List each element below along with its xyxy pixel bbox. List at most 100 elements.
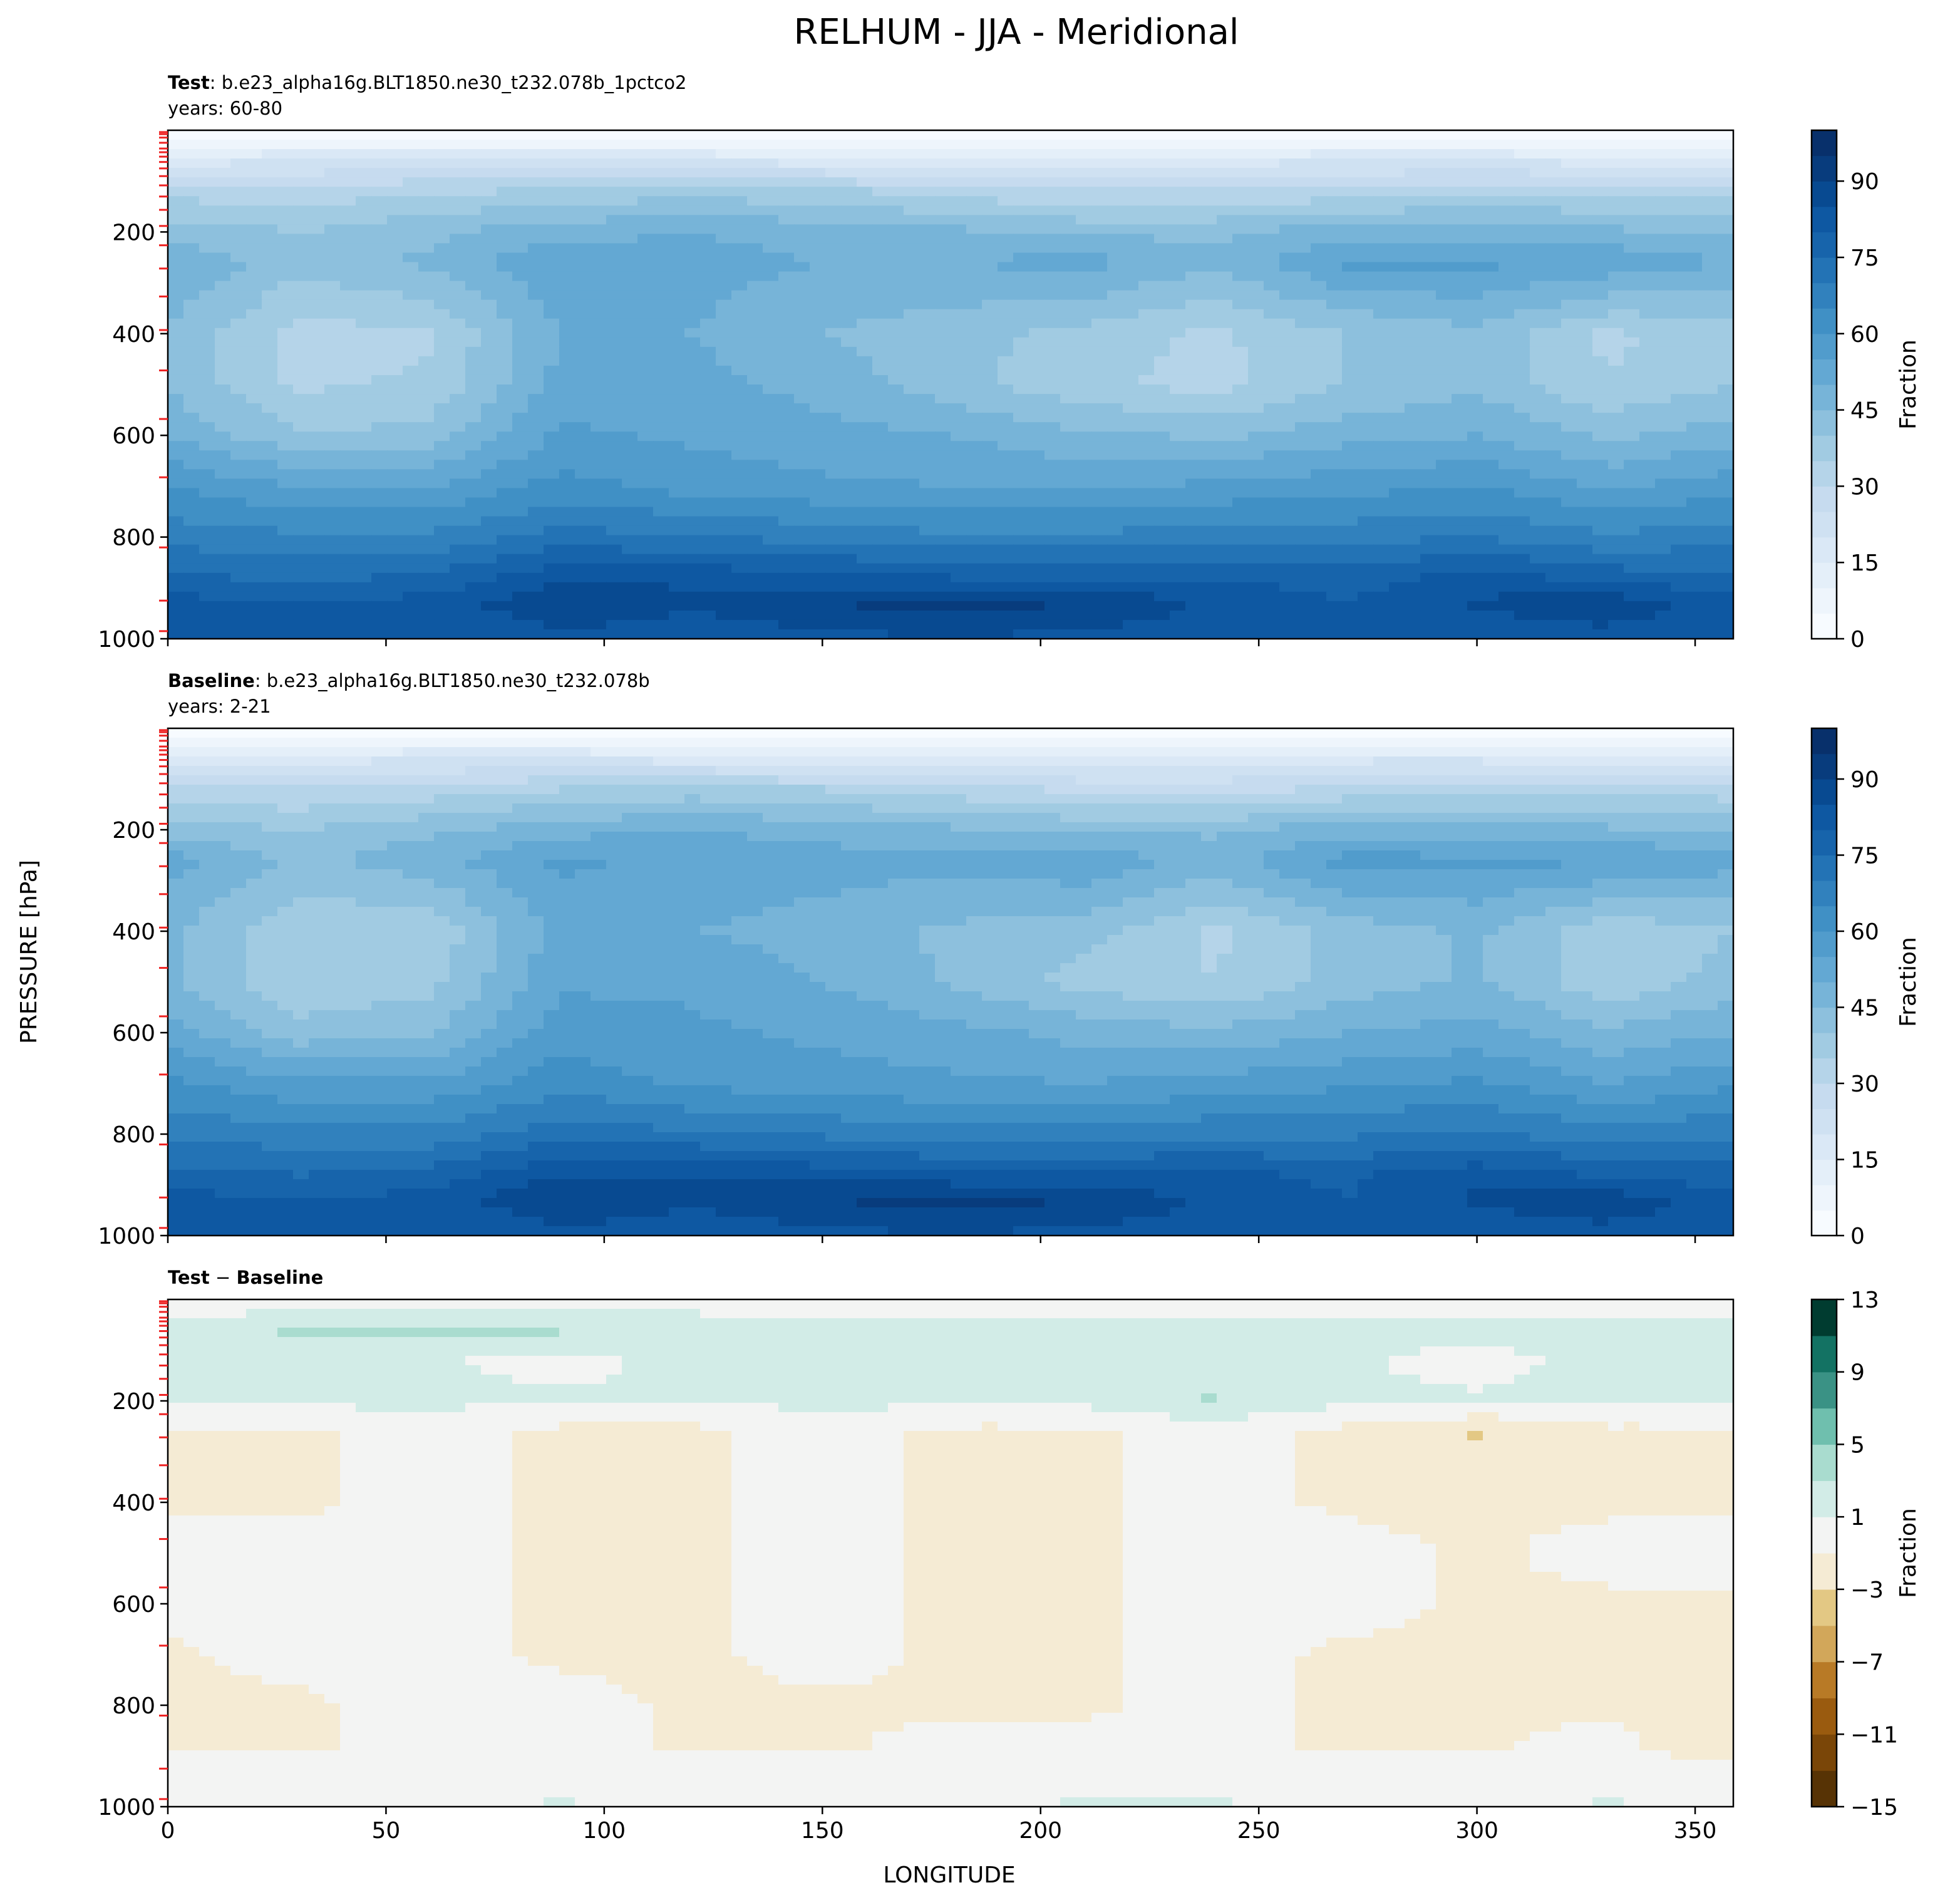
test-field-cell bbox=[1373, 403, 1390, 413]
test-field-cell bbox=[951, 158, 967, 168]
test-field-cell bbox=[1545, 262, 1562, 272]
test-field-cell bbox=[1013, 187, 1029, 197]
test-field-cell bbox=[199, 535, 215, 545]
test-field-cell bbox=[951, 356, 967, 366]
test-field-cell bbox=[1232, 187, 1249, 197]
test-field-cell bbox=[810, 281, 826, 291]
test-field-cell bbox=[1577, 469, 1593, 480]
test-field-cell bbox=[1545, 205, 1562, 216]
test-field-cell bbox=[183, 450, 200, 461]
test-field-cell bbox=[324, 243, 341, 254]
test-field-cell bbox=[1624, 346, 1640, 357]
test-field-cell bbox=[1514, 149, 1530, 159]
test-field-cell bbox=[262, 497, 278, 508]
test-field-cell bbox=[1154, 394, 1170, 404]
test-field-cell bbox=[857, 168, 873, 178]
test-field-cell bbox=[1248, 431, 1264, 442]
test-field-cell bbox=[403, 337, 419, 348]
test-field-cell bbox=[1655, 535, 1671, 545]
test-field-cell bbox=[810, 394, 826, 404]
test-field-cell bbox=[919, 422, 936, 432]
test-field-cell bbox=[778, 441, 795, 452]
test-field-cell bbox=[935, 497, 951, 508]
test-field-cell bbox=[825, 252, 842, 263]
test-field-cell bbox=[371, 394, 388, 404]
test-field-cell bbox=[1686, 290, 1703, 301]
test-field-cell bbox=[1608, 309, 1624, 319]
test-field-cell bbox=[528, 374, 544, 385]
test-field-cell bbox=[1311, 554, 1327, 564]
test-field-cell bbox=[324, 168, 341, 178]
test-field-cell bbox=[293, 346, 309, 357]
test-field-cell bbox=[700, 507, 716, 517]
test-field-cell bbox=[1545, 554, 1562, 564]
test-field-cell bbox=[418, 554, 435, 564]
test-field-cell bbox=[778, 385, 795, 395]
test-field-cell bbox=[434, 290, 450, 301]
test-field-cell bbox=[1545, 215, 1562, 225]
test-field-cell bbox=[1311, 572, 1327, 583]
test-field-cell bbox=[872, 234, 889, 244]
test-field-cell bbox=[293, 234, 309, 244]
test-field-cell bbox=[1639, 394, 1656, 404]
test-field-cell bbox=[183, 252, 200, 263]
test-field-cell bbox=[1686, 356, 1703, 366]
test-field-cell bbox=[1702, 187, 1718, 197]
test-field-cell bbox=[1185, 328, 1202, 338]
test-field-cell bbox=[1232, 450, 1249, 461]
test-field-cell bbox=[1029, 215, 1045, 225]
test-field-cell bbox=[512, 130, 529, 140]
test-field-cell bbox=[731, 196, 748, 207]
test-field-cell bbox=[919, 516, 936, 527]
test-field-cell bbox=[1624, 563, 1640, 574]
test-field-cell bbox=[1483, 497, 1499, 508]
test-field-cell bbox=[1671, 309, 1687, 319]
test-field-cell bbox=[935, 507, 951, 517]
test-field-cell bbox=[277, 158, 294, 168]
test-field-cell bbox=[1592, 337, 1609, 348]
test-field-cell bbox=[199, 488, 215, 498]
test-field-cell bbox=[857, 488, 873, 498]
test-field-cell bbox=[763, 441, 779, 452]
test-field-cell bbox=[1279, 299, 1296, 310]
test-field-cell bbox=[1624, 356, 1640, 366]
test-field-cell bbox=[1107, 413, 1123, 423]
test-field-cell bbox=[215, 196, 231, 207]
test-field-cell bbox=[1702, 385, 1718, 395]
test-field-cell bbox=[418, 196, 435, 207]
test-field-cell bbox=[418, 422, 435, 432]
test-field-cell bbox=[324, 356, 341, 366]
test-field-cell bbox=[669, 488, 685, 498]
test-field-cell bbox=[1592, 234, 1609, 244]
test-field-cell bbox=[1311, 309, 1327, 319]
test-field-cell bbox=[1091, 281, 1108, 291]
test-field-cell bbox=[684, 385, 701, 395]
test-field-cell bbox=[606, 205, 622, 216]
test-field-cell bbox=[1107, 130, 1123, 140]
test-field-cell bbox=[1686, 224, 1703, 235]
test-field-cell bbox=[215, 385, 231, 395]
test-field-cell bbox=[1138, 158, 1155, 168]
test-field-cell bbox=[716, 205, 732, 216]
test-field-cell bbox=[622, 281, 638, 291]
test-field-cell bbox=[1624, 187, 1640, 197]
test-field-cell bbox=[1498, 441, 1515, 452]
test-field-cell bbox=[778, 460, 795, 470]
test-field-cell bbox=[825, 271, 842, 282]
test-field-cell bbox=[450, 215, 466, 225]
test-field-cell bbox=[1373, 365, 1390, 376]
test-field-cell bbox=[1639, 460, 1656, 470]
test-field-cell bbox=[1389, 262, 1405, 272]
test-field-cell bbox=[825, 168, 842, 178]
test-field-cell bbox=[340, 140, 356, 150]
test-field-cell bbox=[622, 507, 638, 517]
test-field-cell bbox=[387, 205, 403, 216]
test-field-cell bbox=[747, 431, 763, 442]
test-field-cell bbox=[1671, 205, 1687, 216]
test-field-cell bbox=[1686, 554, 1703, 564]
test-field-cell bbox=[1686, 365, 1703, 376]
test-field-cell bbox=[1013, 299, 1029, 310]
test-field-cell bbox=[293, 394, 309, 404]
test-field-cell bbox=[935, 262, 951, 272]
test-field-cell bbox=[481, 149, 497, 159]
